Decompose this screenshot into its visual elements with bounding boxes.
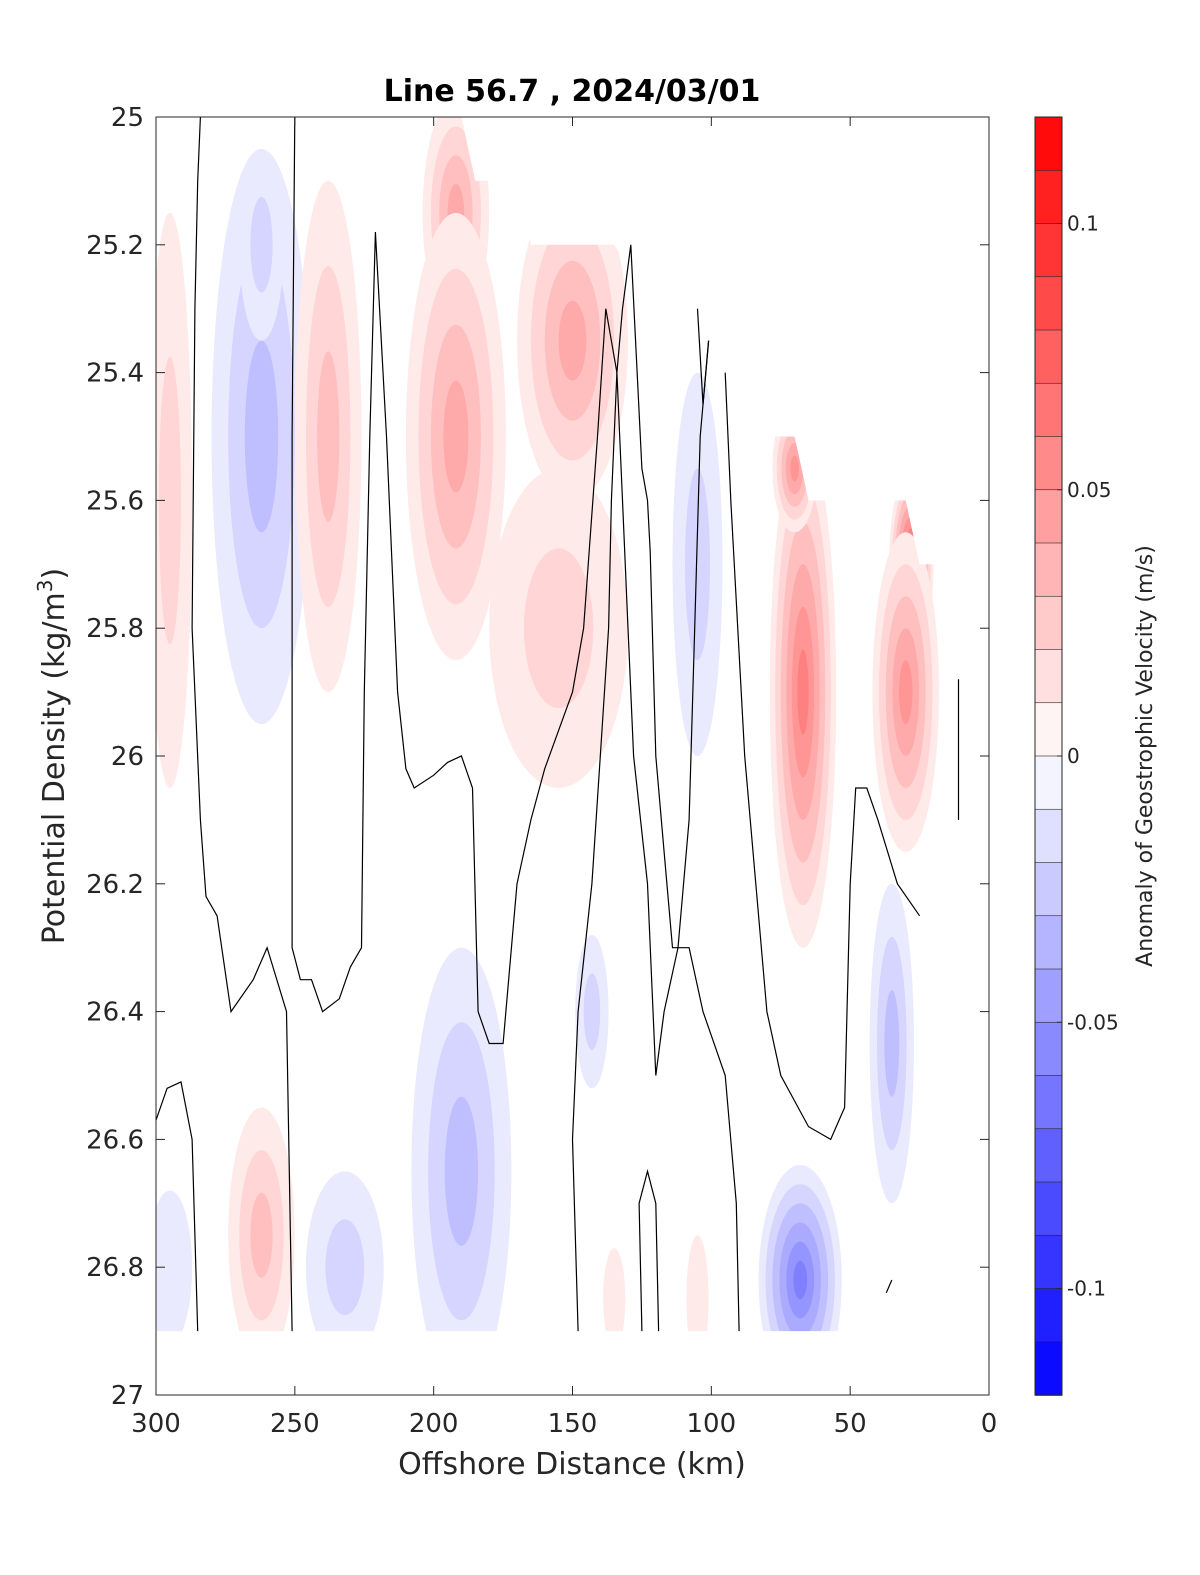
colorbar: 0.1 0.05 0 -0.05 -0.1 — [1034, 116, 1119, 1396]
velocity-level-9-6 — [797, 649, 809, 735]
y-tick-label: 25 — [111, 103, 144, 133]
x-tick-label: 0 — [981, 1409, 998, 1439]
velocity-level-8-2 — [685, 468, 710, 661]
velocity-level-14-2 — [583, 973, 601, 1050]
colorbar-level — [1034, 649, 1063, 704]
colorbar-level — [1034, 862, 1063, 917]
colorbar-level — [1034, 702, 1063, 757]
no-data-mask-top — [156, 117, 989, 1332]
y-axis-label: Potential Density (kg/m3) — [33, 568, 72, 944]
colorbar-level — [1034, 1341, 1063, 1396]
velocity-level-2-2 — [250, 196, 273, 293]
colorbar-tick-label: -0.05 — [1067, 1010, 1119, 1034]
y-tick-label: 25.8 — [86, 614, 144, 644]
x-tick-label: 300 — [131, 1409, 181, 1439]
velocity-level-17-1 — [156, 1190, 193, 1344]
zero-contour-0 — [191, 117, 293, 1332]
colorbar-tick-label: -0.1 — [1067, 1277, 1106, 1301]
zero-contour-4 — [696, 308, 710, 405]
zero-contour-2 — [156, 1081, 199, 1332]
y-tick-label: 25.2 — [86, 231, 144, 261]
velocity-level-0-2 — [158, 356, 181, 645]
no-data-mask-bottom — [156, 1331, 989, 1395]
colorbar-level — [1034, 169, 1063, 225]
y-tick-label: 25.6 — [86, 486, 144, 516]
x-axis-label: Offshore Distance (km) — [398, 1447, 746, 1482]
y-tick-label: 26.6 — [86, 1125, 144, 1155]
x-tick-label: 100 — [687, 1409, 737, 1439]
colorbar-level — [1034, 1181, 1063, 1237]
x-axis: 300 250 200 150 100 50 0 — [131, 117, 997, 1439]
colorbar-level — [1034, 329, 1063, 385]
y-tick-label: 25.4 — [86, 359, 144, 389]
y-axis: 25 25.2 25.4 25.6 25.8 26 26.2 26.4 26.6 26.8 27 — [86, 103, 989, 1411]
velocity-level-21-1 — [603, 1248, 626, 1351]
x-tick-label: 250 — [270, 1409, 320, 1439]
zero-contour-6 — [724, 372, 921, 1141]
y-tick-label: 26.4 — [86, 998, 144, 1028]
velocity-level-5-4 — [443, 380, 469, 493]
velocity-level-7-2 — [523, 548, 594, 709]
colorbar-tick-label: 0 — [1067, 744, 1080, 768]
zero-contour-8 — [885, 1279, 893, 1294]
zero-contour-3 — [571, 244, 740, 1332]
colorbar-level — [1034, 915, 1063, 970]
chart-title: Line 56.7 , 2024/03/01 — [384, 74, 761, 109]
colorbar-tick-label: 0.1 — [1067, 212, 1099, 236]
colorbar-level — [1034, 436, 1063, 491]
velocity-field — [156, 117, 989, 1395]
colorbar-level — [1034, 489, 1063, 544]
colorbar-level — [1034, 276, 1063, 331]
zero-contour-5 — [638, 1168, 660, 1332]
velocity-level-16-2 — [325, 1219, 365, 1316]
colorbar-level — [1034, 1128, 1063, 1183]
velocity-level-1-3 — [244, 340, 279, 533]
y-tick-label: 26.2 — [86, 870, 144, 900]
colorbar-label: Anomaly of Geostrophic Velocity (m/s) — [1133, 545, 1158, 967]
y-tick-label: 26 — [111, 742, 144, 772]
zero-contours — [156, 117, 960, 1332]
colorbar-level — [1034, 1234, 1063, 1290]
colorbar-level — [1034, 595, 1063, 651]
colorbar-level — [1034, 808, 1063, 864]
y-tick-label: 26.8 — [86, 1253, 144, 1283]
colorbar-level — [1034, 223, 1063, 278]
colorbar-level — [1034, 1075, 1063, 1130]
colorbar-level — [1034, 968, 1063, 1024]
colorbar-tick-label: 0.05 — [1067, 478, 1112, 502]
velocity-level-19-3 — [884, 990, 900, 1097]
velocity-level-3-3 — [317, 351, 340, 522]
zero-contour-1 — [291, 117, 710, 1076]
velocity-level-18-6 — [793, 1260, 808, 1300]
colorbar-level — [1034, 1288, 1063, 1343]
colorbar-level — [1034, 116, 1063, 172]
x-tick-label: 50 — [834, 1409, 867, 1439]
x-tick-label: 150 — [548, 1409, 598, 1439]
x-tick-label: 200 — [409, 1409, 459, 1439]
colorbar-level — [1034, 755, 1063, 811]
y-tick-label: 27 — [111, 1381, 144, 1411]
colorbar-level — [1034, 382, 1063, 438]
velocity-level-10-5 — [790, 455, 799, 482]
velocity-level-15-3 — [250, 1192, 273, 1278]
colorbar-level — [1034, 1021, 1063, 1077]
velocity-level-12-5 — [899, 660, 913, 724]
colorbar-level — [1034, 542, 1063, 598]
velocity-level-13-3 — [444, 1096, 479, 1246]
velocity-level-6-4 — [558, 300, 587, 381]
